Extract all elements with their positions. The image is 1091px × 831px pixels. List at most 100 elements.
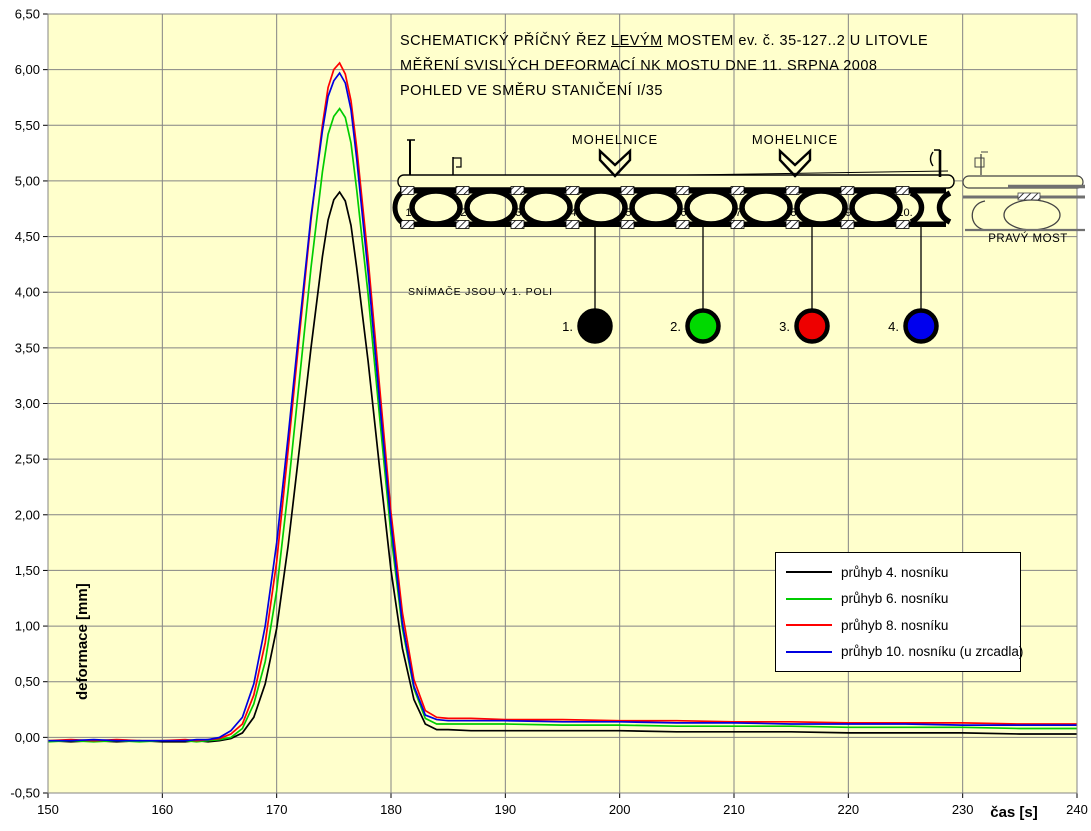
y-tick-label: 5,50 bbox=[15, 118, 40, 133]
chart-title-block: SCHEMATICKÝ PŘÍČNÝ ŘEZ LEVÝM MOSTEM ev. … bbox=[400, 29, 928, 104]
beam-oval bbox=[684, 188, 738, 227]
plot-frame bbox=[47, 13, 1078, 794]
end-ibeam-right-web bbox=[936, 190, 952, 225]
y-tick-label: 2,00 bbox=[15, 507, 40, 522]
sensor-dot bbox=[577, 308, 613, 344]
end-ibeam-left-web bbox=[909, 190, 925, 225]
hatch-block-top bbox=[840, 186, 855, 195]
right-bridge: PRAVÝ MOST bbox=[962, 151, 1085, 245]
beam-number: 3. bbox=[515, 207, 524, 219]
y-tick-label: 6,00 bbox=[15, 62, 40, 77]
left-bridge-deck bbox=[397, 174, 955, 189]
hatch-block-top bbox=[675, 186, 690, 195]
y-tick-label: 4,50 bbox=[15, 229, 40, 244]
legend-label-2: průhyb 6. nosníku bbox=[841, 591, 949, 607]
hatch-block-top bbox=[895, 186, 910, 195]
legend-line-green-icon bbox=[786, 597, 832, 600]
beam-oval bbox=[464, 188, 518, 227]
hatch-block-top bbox=[785, 186, 800, 195]
beam-bottom-flange bbox=[400, 221, 946, 227]
hatch-block-top bbox=[400, 186, 415, 195]
down-arrow-icon-2 bbox=[778, 148, 812, 178]
y-tick-label: 6,50 bbox=[15, 7, 40, 22]
x-tick-label: 240 bbox=[1066, 802, 1088, 817]
x-tick-label: 170 bbox=[266, 802, 288, 817]
hatch-block-bottom bbox=[510, 220, 525, 229]
mohelnice-label-1: MOHELNICE bbox=[572, 132, 658, 147]
series-line bbox=[48, 71, 1077, 742]
y-tick-label: 5,00 bbox=[15, 173, 40, 188]
x-tick-label: 230 bbox=[952, 802, 974, 817]
beam-number: 4. bbox=[570, 207, 579, 219]
title-line-1-underlined: LEVÝM bbox=[611, 33, 663, 49]
beam-top-flange bbox=[400, 188, 946, 194]
y-tick-label: 4,00 bbox=[15, 285, 40, 300]
legend-label-1: průhyb 4. nosníku bbox=[841, 564, 949, 580]
title-line-3: POHLED VE SMĚRU STANIČENÍ I/35 bbox=[400, 83, 663, 99]
legend-item-4: průhyb 10. nosníku (u zrcadla) bbox=[786, 639, 1023, 666]
beam-oval bbox=[629, 188, 683, 227]
lamp-bracket-curve bbox=[929, 151, 934, 167]
beam-oval bbox=[849, 188, 903, 227]
legend-label-3: průhyb 8. nosníku bbox=[841, 617, 949, 633]
y-tick-label: 0,00 bbox=[15, 730, 40, 745]
x-tick-label: 220 bbox=[837, 802, 859, 817]
legend-item-3: průhyb 8. nosníku bbox=[786, 612, 1016, 639]
hatch-block-bottom bbox=[895, 220, 910, 229]
hatch-block-bottom bbox=[565, 220, 580, 229]
y-tick-label: 3,00 bbox=[15, 396, 40, 411]
pravy-most-label: PRAVÝ MOST bbox=[988, 232, 1068, 245]
beam-oval bbox=[574, 188, 628, 227]
hatch-block-top bbox=[565, 186, 580, 195]
hatch-block-top bbox=[730, 186, 745, 195]
hatch-block-bottom bbox=[400, 220, 415, 229]
right-beam-c-shape bbox=[971, 200, 986, 231]
sensor-number: 3. bbox=[779, 319, 790, 334]
railing-bracket bbox=[453, 157, 462, 168]
x-axis-title: čas [s] bbox=[990, 804, 1038, 821]
sensor-number: 4. bbox=[888, 319, 899, 334]
beam-oval bbox=[519, 188, 573, 227]
beam-number: 7. bbox=[735, 207, 744, 219]
y-tick-label: 3,50 bbox=[15, 340, 40, 355]
sensors-note: SNÍMAČE JSOU V 1. POLI bbox=[408, 285, 553, 298]
data-series bbox=[47, 61, 1077, 743]
legend-line-red-icon bbox=[786, 624, 832, 627]
down-arrow-icon-1 bbox=[598, 148, 632, 178]
right-hatch-block bbox=[1017, 192, 1041, 201]
beam-oval bbox=[409, 188, 463, 227]
legend-item-2: průhyb 6. nosníku bbox=[786, 586, 1016, 613]
y-tick-label: 1,50 bbox=[15, 563, 40, 578]
x-tick-label: 200 bbox=[609, 802, 631, 817]
y-tick-label: 1,00 bbox=[15, 619, 40, 634]
sensor-number: 1. bbox=[562, 319, 573, 334]
x-tick-label: 160 bbox=[151, 802, 173, 817]
beam-number: 8. bbox=[790, 207, 799, 219]
beam-oval bbox=[794, 188, 848, 227]
beam-number: 6. bbox=[680, 207, 689, 219]
axes-frame bbox=[43, 13, 1078, 798]
sensor-number: 2. bbox=[670, 319, 681, 334]
title-line-1-post: MOSTEM ev. č. 35-127..2 U LITOVLE bbox=[662, 33, 929, 49]
tick-labels: 150 160 170 180 190 200 210 220 230 240 -0,50 0,00 0… bbox=[10, 7, 1087, 818]
hatch-block-top bbox=[620, 186, 635, 195]
beam-numbers: 1. 2. 3. 4. 5. 6. 7. 8. 9. 10. bbox=[405, 207, 912, 219]
mohelnice-label-2: MOHELNICE bbox=[752, 132, 838, 147]
title-line-2: MĚŘENÍ SVISLÝCH DEFORMACÍ NK MOSTU DNE 1… bbox=[400, 58, 878, 74]
sensor-dot bbox=[794, 308, 830, 344]
legend-item-1: průhyb 4. nosníku bbox=[786, 559, 1016, 586]
legend-line-black-icon bbox=[786, 571, 832, 574]
legend-label-4: průhyb 10. nosníku (u zrcadla) bbox=[841, 644, 1024, 660]
right-lamp-bracket bbox=[974, 157, 985, 168]
hatch-block-bottom bbox=[455, 220, 470, 229]
y-tick-label: 0,50 bbox=[15, 674, 40, 689]
beam-oval bbox=[739, 188, 793, 227]
hatch-block-bottom bbox=[785, 220, 800, 229]
title-line-1: SCHEMATICKÝ PŘÍČNÝ ŘEZ LEVÝM MOSTEM ev. … bbox=[400, 29, 928, 54]
beam-number: 9. bbox=[845, 207, 854, 219]
beam-number: 2. bbox=[460, 207, 469, 219]
legend: průhyb 4. nosníku průhyb 6. nosníku průh… bbox=[775, 552, 1023, 672]
x-tick-label: 150 bbox=[37, 802, 59, 817]
